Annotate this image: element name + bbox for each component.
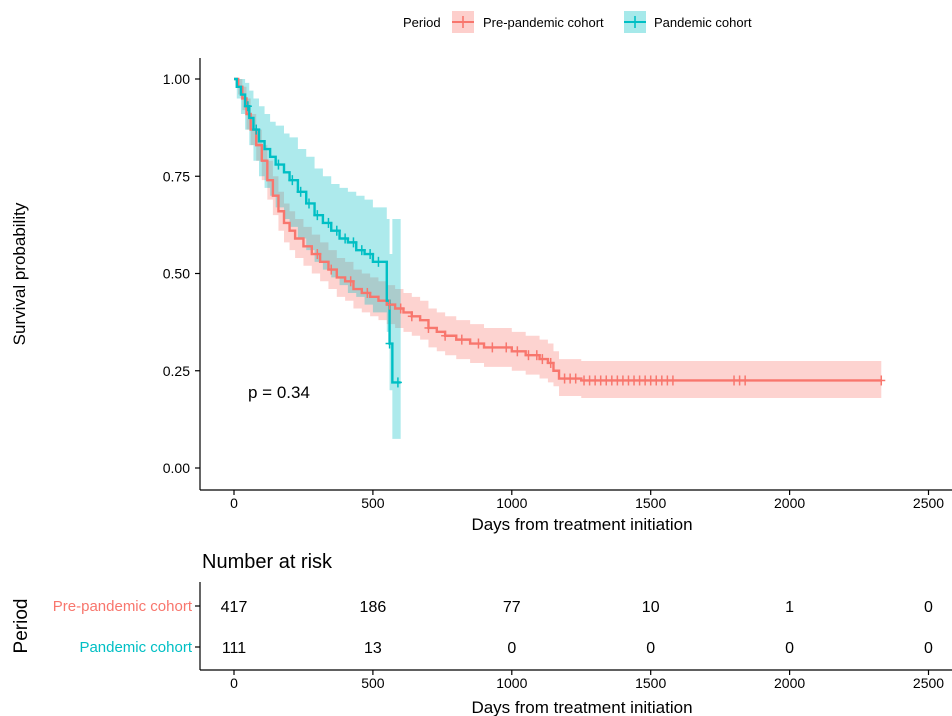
legend-title: Period bbox=[403, 15, 441, 30]
pandemic-censor-mark bbox=[305, 198, 314, 209]
risk-table-x-label: Days from treatment initiation bbox=[471, 698, 692, 716]
risk-row-label: Pandemic cohort bbox=[79, 639, 192, 656]
pre-pandemic-censor-mark bbox=[546, 357, 555, 368]
pre-pandemic-survival-curve bbox=[234, 77, 882, 382]
pandemic-censor-mark bbox=[341, 233, 350, 244]
x-tick-label: 1500 bbox=[635, 675, 666, 691]
censor-marks bbox=[243, 101, 886, 388]
risk-count: 0 bbox=[924, 640, 933, 657]
y-tick-label: 0.25 bbox=[163, 363, 190, 379]
x-tick-label: 1500 bbox=[635, 495, 666, 511]
confidence-bands bbox=[234, 79, 882, 439]
pre-pandemic-censor-mark bbox=[877, 375, 886, 386]
pandemic-censor-mark bbox=[313, 210, 322, 221]
risk-table-title: Number at risk bbox=[202, 551, 333, 573]
risk-count: 13 bbox=[364, 640, 382, 657]
pandemic-censor-mark bbox=[324, 217, 333, 228]
risk-count: 417 bbox=[221, 599, 248, 616]
risk-table-x-ticks: 0 500 1000 1500 2000 2500 bbox=[230, 670, 944, 691]
y-tick-label: 1.00 bbox=[163, 71, 190, 87]
pandemic-censor-mark bbox=[252, 124, 261, 135]
pandemic-censor-mark bbox=[385, 338, 394, 349]
x-tick-label: 500 bbox=[361, 675, 385, 691]
x-axis-label: Days from treatment initiation bbox=[471, 515, 692, 534]
pre-pandemic-censor-mark bbox=[457, 334, 466, 345]
pre-pandemic-censor-mark bbox=[327, 264, 336, 275]
pandemic-censor-mark bbox=[332, 225, 341, 236]
pre-pandemic-censor-mark bbox=[407, 311, 416, 322]
pandemic-censor-mark bbox=[349, 237, 358, 248]
pre-pandemic-censor-mark bbox=[532, 350, 541, 361]
risk-count: 186 bbox=[360, 599, 387, 616]
risk-table-y-label: Period bbox=[11, 599, 32, 654]
pre-pandemic-censor-mark bbox=[538, 354, 547, 365]
pandemic-censor-mark bbox=[288, 175, 297, 186]
x-tick-label: 0 bbox=[230, 495, 238, 511]
x-tick-label: 500 bbox=[361, 495, 385, 511]
pandemic-censor-mark bbox=[357, 245, 366, 256]
pre-pandemic-censor-mark bbox=[441, 330, 450, 341]
risk-count: 10 bbox=[642, 599, 660, 616]
risk-count: 0 bbox=[785, 640, 794, 657]
y-tick-label: 0.00 bbox=[163, 460, 190, 476]
risk-count: 0 bbox=[646, 640, 655, 657]
pre-pandemic-censor-mark bbox=[424, 322, 433, 333]
pandemic-censor-mark bbox=[274, 159, 283, 170]
pandemic-censor-mark bbox=[243, 101, 252, 112]
y-tick-label: 0.75 bbox=[163, 168, 190, 184]
pre-pandemic-censor-mark bbox=[474, 338, 483, 349]
pandemic-censor-mark bbox=[393, 377, 402, 388]
survival-curves bbox=[234, 77, 882, 384]
p-value-annotation: p = 0.34 bbox=[248, 383, 310, 402]
y-axis-label: Survival probability bbox=[10, 202, 29, 345]
pandemic-censor-mark bbox=[296, 186, 305, 197]
risk-row-label: Pre-pandemic cohort bbox=[53, 598, 193, 615]
x-tick-label: 0 bbox=[230, 675, 238, 691]
pre-pandemic-censor-mark bbox=[571, 373, 580, 384]
risk-table-rows: Pre-pandemic cohort 417 186 77 10 1 0Pandemic … bbox=[53, 598, 933, 657]
survival-plot: 0.00 0.25 0.50 0.75 1.00 0 500 1000 1500 2000 250… bbox=[10, 58, 952, 534]
y-axis-ticks: 0.00 0.25 0.50 0.75 1.00 bbox=[163, 71, 200, 476]
risk-table: Number at risk Pre-pandemic cohort 417 186… bbox=[11, 551, 952, 716]
risk-count: 0 bbox=[507, 640, 516, 657]
pre-pandemic-confidence-band bbox=[234, 79, 882, 398]
x-tick-label: 2500 bbox=[913, 675, 944, 691]
pre-pandemic-censor-mark bbox=[741, 375, 750, 386]
pre-pandemic-censor-mark bbox=[513, 346, 522, 357]
y-tick-label: 0.50 bbox=[163, 266, 190, 282]
pre-pandemic-censor-mark bbox=[488, 342, 497, 353]
legend-label-pre: Pre-pandemic cohort bbox=[483, 15, 604, 30]
pandemic-censor-mark bbox=[374, 256, 383, 267]
x-tick-label: 1000 bbox=[496, 495, 527, 511]
pandemic-censor-mark bbox=[366, 249, 375, 260]
pre-pandemic-censor-mark bbox=[502, 342, 511, 353]
pre-pandemic-censor-mark bbox=[313, 249, 322, 260]
pre-pandemic-censor-mark bbox=[396, 303, 405, 314]
x-tick-label: 1000 bbox=[496, 675, 527, 691]
legend-label-pan: Pandemic cohort bbox=[654, 15, 752, 30]
pre-pandemic-censor-mark bbox=[363, 287, 372, 298]
risk-count: 1 bbox=[785, 599, 794, 616]
risk-count: 77 bbox=[503, 599, 521, 616]
pre-pandemic-censor-mark bbox=[385, 299, 394, 310]
risk-count: 0 bbox=[924, 599, 933, 616]
x-tick-label: 2000 bbox=[774, 495, 805, 511]
pre-pandemic-censor-mark bbox=[346, 276, 355, 287]
legend: Period Pre-pandemic cohort Pandemic coho… bbox=[403, 11, 752, 33]
pre-pandemic-censor-mark bbox=[524, 350, 533, 361]
x-tick-label: 2000 bbox=[774, 675, 805, 691]
pre-pandemic-censor-mark bbox=[668, 375, 677, 386]
x-tick-label: 2500 bbox=[913, 495, 944, 511]
risk-count: 111 bbox=[222, 640, 246, 657]
x-axis-ticks: 0 500 1000 1500 2000 2500 bbox=[230, 490, 944, 511]
